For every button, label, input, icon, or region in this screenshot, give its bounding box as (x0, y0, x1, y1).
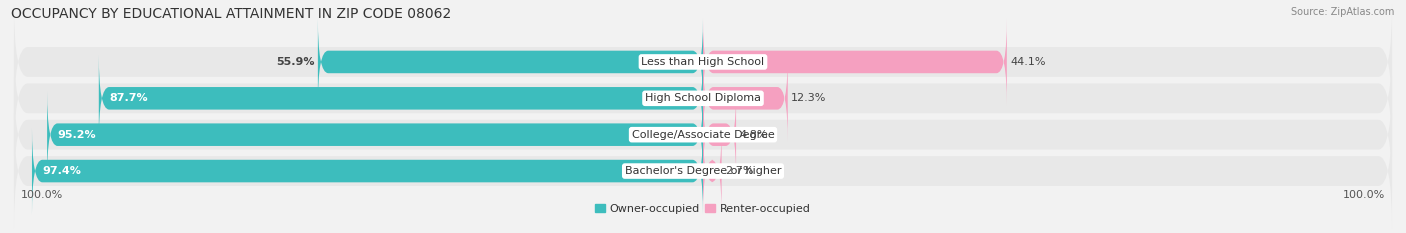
FancyBboxPatch shape (318, 19, 703, 105)
FancyBboxPatch shape (703, 19, 1007, 105)
Legend: Owner-occupied, Renter-occupied: Owner-occupied, Renter-occupied (591, 199, 815, 218)
Text: 55.9%: 55.9% (276, 57, 315, 67)
FancyBboxPatch shape (703, 128, 721, 214)
Text: 100.0%: 100.0% (1343, 190, 1385, 200)
Text: 100.0%: 100.0% (21, 190, 63, 200)
Text: College/Associate Degree: College/Associate Degree (631, 130, 775, 140)
FancyBboxPatch shape (14, 113, 1392, 229)
Text: 97.4%: 97.4% (42, 166, 82, 176)
FancyBboxPatch shape (98, 55, 703, 142)
Text: 87.7%: 87.7% (110, 93, 148, 103)
Text: Less than High School: Less than High School (641, 57, 765, 67)
Text: 4.8%: 4.8% (740, 130, 768, 140)
FancyBboxPatch shape (703, 91, 737, 178)
Text: 12.3%: 12.3% (792, 93, 827, 103)
FancyBboxPatch shape (14, 41, 1392, 156)
Text: 2.7%: 2.7% (725, 166, 754, 176)
FancyBboxPatch shape (14, 77, 1392, 192)
Text: 95.2%: 95.2% (58, 130, 96, 140)
Text: OCCUPANCY BY EDUCATIONAL ATTAINMENT IN ZIP CODE 08062: OCCUPANCY BY EDUCATIONAL ATTAINMENT IN Z… (11, 7, 451, 21)
FancyBboxPatch shape (32, 128, 703, 214)
Text: Source: ZipAtlas.com: Source: ZipAtlas.com (1291, 7, 1395, 17)
Text: High School Diploma: High School Diploma (645, 93, 761, 103)
FancyBboxPatch shape (703, 55, 787, 142)
FancyBboxPatch shape (14, 4, 1392, 120)
FancyBboxPatch shape (48, 91, 703, 178)
Text: 44.1%: 44.1% (1011, 57, 1046, 67)
Text: Bachelor's Degree or higher: Bachelor's Degree or higher (624, 166, 782, 176)
